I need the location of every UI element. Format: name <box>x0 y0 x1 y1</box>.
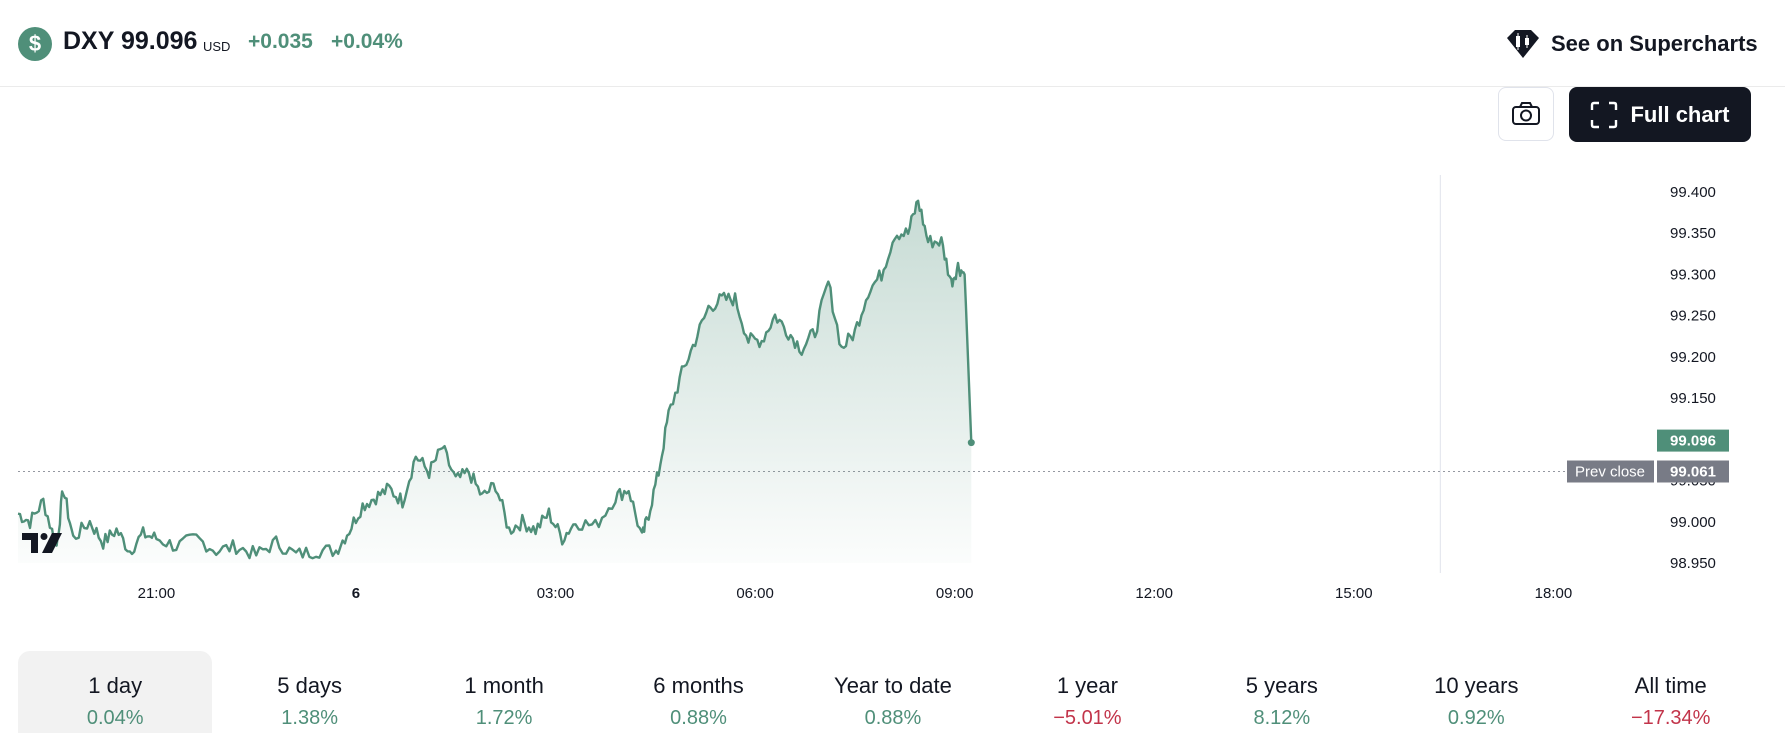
range-tab-all-time[interactable]: All time −17.34% <box>1574 651 1768 733</box>
tradingview-logo-icon[interactable] <box>22 533 62 553</box>
supercharts-label: See on Supercharts <box>1551 31 1758 56</box>
x-tick-label: 18:00 <box>1535 585 1573 602</box>
x-tick-label: 6 <box>352 585 360 602</box>
full-chart-label: Full chart <box>1630 101 1730 127</box>
price-change: +0.035 <box>248 30 313 53</box>
range-tabs: 1 day 0.04% 5 days 1.38% 1 month 1.72% 6 month… <box>18 651 1768 733</box>
range-tab-1-month[interactable]: 1 month 1.72% <box>407 651 601 733</box>
range-tab-5-years[interactable]: 5 years 8.12% <box>1185 651 1379 733</box>
price-line <box>17 199 973 560</box>
x-tick-label: 12:00 <box>1135 585 1173 602</box>
see-on-supercharts-link[interactable]: See on Supercharts <box>1505 24 1758 64</box>
symbol-header: $ DXY 99.096 USD +0.035 +0.04% See on Su… <box>0 0 1785 87</box>
last-price-label: 99.096 <box>1670 433 1716 450</box>
range-tab-label: 5 years <box>1245 673 1318 698</box>
range-tab-change: 0.88% <box>864 707 922 729</box>
y-tick-label: 99.000 <box>1670 514 1716 531</box>
supercharts-icon <box>1507 30 1539 58</box>
y-tick-label: 99.200 <box>1670 349 1716 366</box>
price-chart[interactable]: 99.40099.35099.30099.25099.20099.15099.1… <box>0 0 1785 650</box>
range-tab-change: 1.38% <box>281 707 339 729</box>
last-price: 99.096 <box>121 27 198 55</box>
range-tab-5-days[interactable]: 5 days 1.38% <box>212 651 406 733</box>
range-tab-change: −17.34% <box>1630 707 1711 729</box>
range-tab-1-day[interactable]: 1 day 0.04% <box>18 651 213 733</box>
range-tab-change: 1.72% <box>475 707 533 729</box>
price-change-percent: +0.04% <box>331 30 403 53</box>
prev-close-value: 99.061 <box>1670 464 1716 481</box>
x-tick-label: 09:00 <box>936 585 974 602</box>
range-tab-10-years[interactable]: 10 years 0.92% <box>1379 651 1573 733</box>
last-price-tag: 99.096 <box>1657 429 1729 452</box>
range-tab-label: 10 years <box>1434 673 1519 698</box>
x-tick-label: 03:00 <box>537 585 575 602</box>
x-tick-label: 06:00 <box>736 585 774 602</box>
range-tab-label: 1 year <box>1056 673 1118 698</box>
full-chart-button[interactable]: Full chart <box>1569 87 1751 142</box>
y-tick-label: 99.400 <box>1670 184 1716 201</box>
y-tick-label: 99.300 <box>1670 266 1716 283</box>
range-tab-1-year[interactable]: 1 year −5.01% <box>990 651 1184 733</box>
y-tick-label: 99.150 <box>1670 390 1716 407</box>
range-tab-6-months[interactable]: 6 months 0.88% <box>601 651 795 733</box>
y-tick-label: 99.350 <box>1670 225 1716 242</box>
range-tab-change: 8.12% <box>1253 707 1311 729</box>
range-tab-label: Year to date <box>834 673 952 698</box>
snapshot-button[interactable] <box>1498 87 1554 141</box>
range-tab-year-to-date[interactable]: Year to date 0.88% <box>796 651 990 733</box>
y-tick-label: 98.950 <box>1670 555 1716 572</box>
dollar-logo-icon: $ <box>18 27 52 61</box>
range-tab-change: 0.92% <box>1447 707 1505 729</box>
fullscreen-icon <box>1591 101 1618 128</box>
range-tab-change: 0.04% <box>86 707 144 729</box>
camera-icon <box>1512 102 1540 125</box>
currency-label: USD <box>203 39 231 54</box>
prev-close-label: Prev close <box>1575 464 1645 481</box>
symbol-name[interactable]: DXY <box>63 27 115 55</box>
price-area-fill <box>18 200 972 564</box>
range-tab-change: 0.88% <box>670 707 727 729</box>
range-tab-change: −5.01% <box>1053 707 1122 729</box>
y-tick-label: 99.250 <box>1670 308 1716 325</box>
range-tab-label: 6 months <box>653 673 744 698</box>
range-tab-label: All time <box>1634 673 1707 698</box>
range-tab-label: 1 day <box>88 673 143 698</box>
range-tab-label: 5 days <box>277 673 343 698</box>
range-tab-label: 1 month <box>464 673 544 698</box>
x-tick-label: 21:00 <box>138 585 176 602</box>
prev-close-tag: Prev close 99.061 <box>1567 460 1729 483</box>
x-tick-label: 15:00 <box>1335 585 1373 602</box>
last-price-dot <box>967 439 975 447</box>
